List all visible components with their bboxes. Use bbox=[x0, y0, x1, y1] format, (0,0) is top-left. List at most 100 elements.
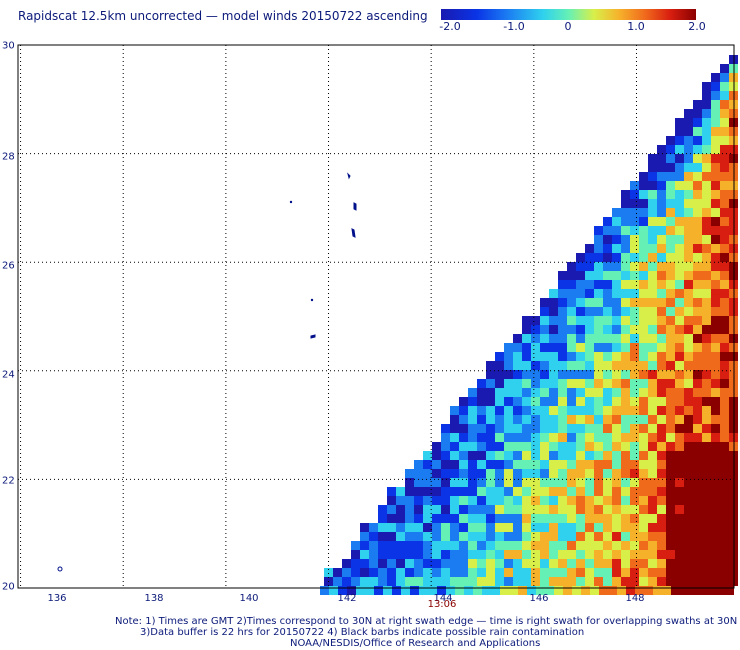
swath-cell bbox=[702, 199, 711, 208]
swath-cell bbox=[477, 550, 486, 559]
swath-cell bbox=[693, 514, 702, 523]
swath-cell bbox=[351, 577, 360, 586]
swath-cell bbox=[720, 73, 729, 82]
swath-cell bbox=[702, 208, 711, 217]
swath-cell bbox=[689, 586, 698, 595]
swath-cell bbox=[639, 415, 648, 424]
swath-cell bbox=[531, 451, 540, 460]
swath-cell bbox=[585, 442, 594, 451]
swath-cell bbox=[531, 523, 540, 532]
swath-cell bbox=[567, 550, 576, 559]
swath-cell bbox=[639, 361, 648, 370]
swath-cell bbox=[585, 433, 594, 442]
land-islands bbox=[57, 172, 357, 572]
swath-cell bbox=[675, 181, 684, 190]
swath-cell bbox=[648, 361, 657, 370]
swath-cell bbox=[612, 271, 621, 280]
swath-cell bbox=[572, 586, 581, 595]
swath-cell bbox=[657, 172, 666, 181]
swath-cell bbox=[720, 82, 729, 91]
swath-cell bbox=[657, 451, 666, 460]
swath-cell bbox=[540, 478, 549, 487]
swath-cell bbox=[576, 316, 585, 325]
swath-cell bbox=[468, 487, 477, 496]
swath-cell bbox=[504, 559, 513, 568]
swath-cell bbox=[693, 172, 702, 181]
swath-cell bbox=[450, 577, 459, 586]
swath-cell bbox=[684, 289, 693, 298]
swath-cell bbox=[594, 271, 603, 280]
swath-cell bbox=[621, 496, 630, 505]
swath-cell bbox=[639, 496, 648, 505]
swath-cell bbox=[459, 496, 468, 505]
swath-cell bbox=[486, 379, 495, 388]
swath-cell bbox=[666, 541, 675, 550]
swath-cell bbox=[423, 532, 432, 541]
swath-cell bbox=[522, 370, 531, 379]
swath-cell bbox=[459, 559, 468, 568]
swath-cell bbox=[504, 523, 513, 532]
swath-cell bbox=[540, 568, 549, 577]
swath-cell bbox=[657, 316, 666, 325]
swath-cell bbox=[716, 586, 725, 595]
swath-cell bbox=[441, 469, 450, 478]
swath-cell bbox=[567, 406, 576, 415]
swath-cell bbox=[495, 433, 504, 442]
swath-cell bbox=[432, 514, 441, 523]
swath-cell bbox=[720, 505, 729, 514]
swath-cell bbox=[630, 397, 639, 406]
swath-cell bbox=[648, 208, 657, 217]
swath-cell bbox=[675, 523, 684, 532]
swath-cell bbox=[612, 541, 621, 550]
swath-cell bbox=[720, 451, 729, 460]
swath-cell bbox=[711, 361, 720, 370]
swath-cell bbox=[455, 586, 464, 595]
swath-cell bbox=[675, 163, 684, 172]
swath-cell bbox=[684, 451, 693, 460]
swath-cell bbox=[522, 469, 531, 478]
swath-cell bbox=[675, 307, 684, 316]
swath-cell bbox=[657, 415, 666, 424]
swath-cell bbox=[401, 586, 410, 595]
swath-cell bbox=[585, 343, 594, 352]
swath-cell bbox=[684, 550, 693, 559]
swath-cell bbox=[639, 568, 648, 577]
swath-cell bbox=[657, 388, 666, 397]
swath-cell bbox=[639, 226, 648, 235]
swath-cell bbox=[720, 397, 729, 406]
swath-cell bbox=[585, 460, 594, 469]
swath-cell bbox=[477, 577, 486, 586]
swath-cell bbox=[531, 406, 540, 415]
swath-cell bbox=[675, 172, 684, 181]
swath-cell bbox=[486, 496, 495, 505]
swath-cell bbox=[612, 478, 621, 487]
swath-cell bbox=[531, 460, 540, 469]
swath-cell bbox=[648, 172, 657, 181]
swath-cell bbox=[630, 334, 639, 343]
swath-cell bbox=[684, 460, 693, 469]
swath-cell bbox=[603, 460, 612, 469]
swath-cell bbox=[576, 370, 585, 379]
swath-cell bbox=[612, 379, 621, 388]
swath-cell bbox=[666, 514, 675, 523]
swath-cell bbox=[513, 523, 522, 532]
swath-cell bbox=[720, 64, 729, 73]
swath-cell bbox=[558, 541, 567, 550]
swath-cell bbox=[684, 181, 693, 190]
swath-cell bbox=[585, 559, 594, 568]
swath-cell bbox=[360, 559, 369, 568]
swath-cell bbox=[360, 523, 369, 532]
swath-cell bbox=[648, 235, 657, 244]
swath-cell bbox=[702, 280, 711, 289]
swath-cell bbox=[450, 487, 459, 496]
swath-cell bbox=[612, 424, 621, 433]
swath-cell bbox=[657, 442, 666, 451]
swath-cell bbox=[486, 451, 495, 460]
swath-cell bbox=[567, 568, 576, 577]
swath-cell bbox=[630, 244, 639, 253]
y-tick-label: 22 bbox=[2, 475, 15, 487]
swath-cell bbox=[504, 469, 513, 478]
swath-cell bbox=[531, 352, 540, 361]
swath-cell bbox=[648, 271, 657, 280]
swath-cell bbox=[612, 334, 621, 343]
